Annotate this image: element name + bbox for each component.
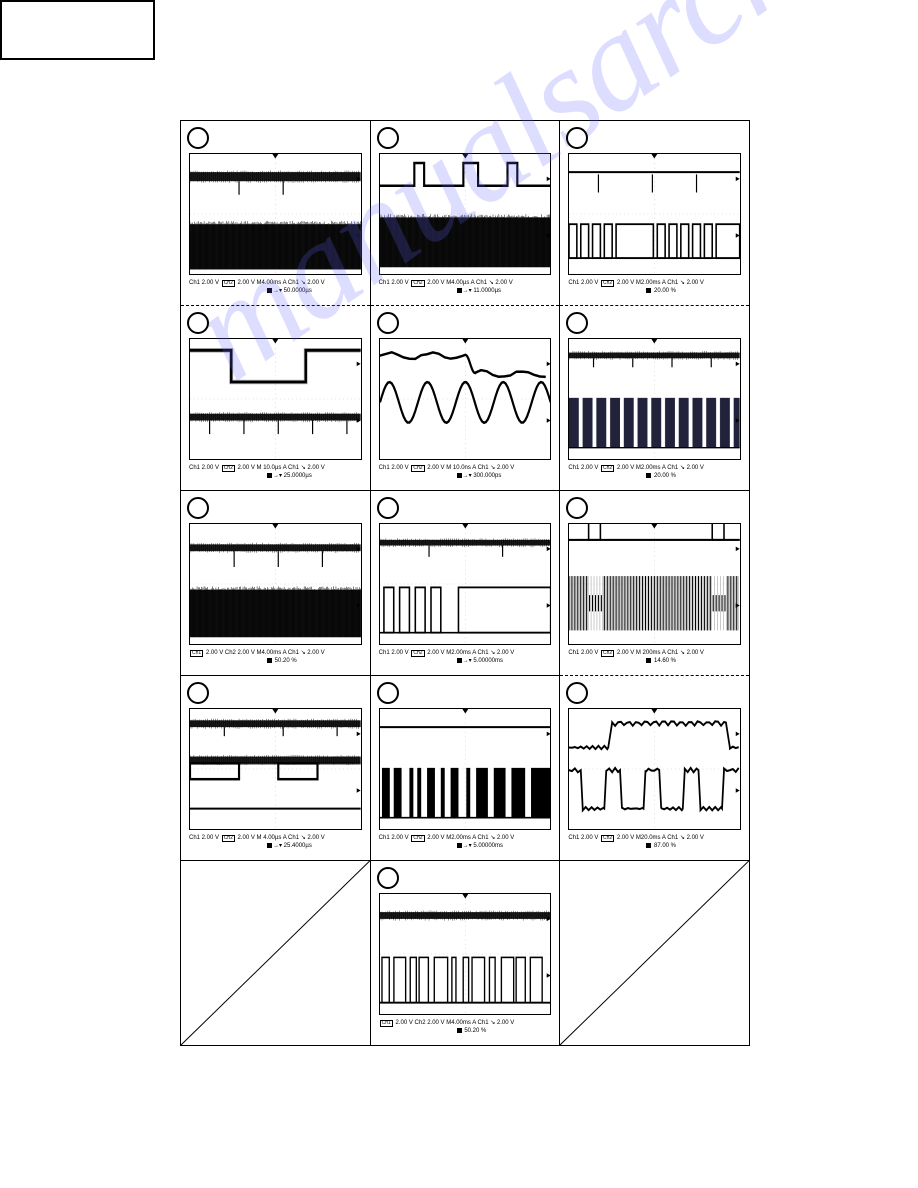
grid-cell-1-2: Ch1 2.00 V Ch2 2.00 V M2.00ms A Ch1 ↘ 2.… [560,306,750,491]
waveform [190,154,361,274]
scope-8 [379,523,552,645]
page-header-tab [0,0,155,60]
scope-13 [379,893,552,1015]
waveform [380,894,551,1014]
waveform [380,709,551,829]
waveform [380,339,551,459]
panel-marker-12 [566,682,588,704]
panel-marker-13 [377,867,399,889]
scope-10 [189,708,362,830]
panel-marker-5 [377,312,399,334]
scope-screen-12 [568,708,741,830]
scope-readout-6: Ch1 2.00 V Ch2 2.00 V M2.00ms A Ch1 ↘ 2.… [568,464,741,486]
scope-screen-13 [379,893,552,1015]
scope-3 [568,153,741,275]
scope-screen-3 [568,153,741,275]
panel-marker-9 [566,497,588,519]
scope-readout-11: Ch1 2.00 V Ch2 2.00 V M2.00ms A Ch1 ↘ 2.… [379,834,552,856]
scope-readout-3: Ch1 2.00 V Ch2 2.00 V M2.00ms A Ch1 ↘ 2.… [568,279,741,301]
grid-cell-0-2: Ch1 2.00 V Ch2 2.00 V M2.00ms A Ch1 ↘ 2.… [560,121,750,306]
waveform [569,709,740,829]
scope-grid: Ch1 2.00 V Ch2 2.00 V M4.00ms A Ch1 ↘ 2.… [180,120,750,1046]
scope-screen-9 [568,523,741,645]
scope-readout-2: Ch1 2.00 V Ch2 2.00 V M4.00µs A Ch1 ↘ 2.… [379,279,552,301]
waveform [380,524,551,644]
panel-marker-8 [377,497,399,519]
grid-cell-2-0: Ch1 2.00 V Ch2 2.00 V M4.00ms A Ch1 ↘ 2.… [181,491,371,676]
panel-marker-1 [187,127,209,149]
panel-marker-4 [187,312,209,334]
scope-readout-7: Ch1 2.00 V Ch2 2.00 V M4.00ms A Ch1 ↘ 2.… [189,649,362,671]
scope-4 [189,338,362,460]
scope-9 [568,523,741,645]
scope-screen-4 [189,338,362,460]
grid-cell-1-1: Ch1 2.00 V Ch2 2.00 V M 10.0ns A Ch1 ↘ 2… [370,306,560,491]
waveform [190,339,361,459]
scope-screen-7 [189,523,362,645]
waveform [569,524,740,644]
scope-readout-12: Ch1 2.00 V Ch2 2.00 V M20.0ms A Ch1 ↘ 2.… [568,834,741,856]
scope-7 [189,523,362,645]
scope-screen-2 [379,153,552,275]
grid-cell-0-1: Ch1 2.00 V Ch2 2.00 V M4.00µs A Ch1 ↘ 2.… [370,121,560,306]
grid-cell-4-2 [560,861,750,1046]
grid-cell-4-1: Ch1 2.00 V Ch2 2.00 V M4.00ms A Ch1 ↘ 2.… [370,861,560,1046]
diagonal-line [181,861,370,1045]
scope-readout-1: Ch1 2.00 V Ch2 2.00 V M4.00ms A Ch1 ↘ 2.… [189,279,362,301]
scope-readout-8: Ch1 2.00 V Ch2 2.00 V M2.00ms A Ch1 ↘ 2.… [379,649,552,671]
panel-marker-11 [377,682,399,704]
scope-5 [379,338,552,460]
scope-11 [379,708,552,830]
waveform [569,339,740,459]
grid-cell-2-1: Ch1 2.00 V Ch2 2.00 V M2.00ms A Ch1 ↘ 2.… [370,491,560,676]
waveform [569,154,740,274]
grid-cell-3-1: Ch1 2.00 V Ch2 2.00 V M2.00ms A Ch1 ↘ 2.… [370,676,560,861]
grid-cell-2-2: Ch1 2.00 V Ch2 2.00 V M 200ms A Ch1 ↘ 2.… [560,491,750,676]
scope-readout-9: Ch1 2.00 V Ch2 2.00 V M 200ms A Ch1 ↘ 2.… [568,649,741,671]
waveform [190,524,361,644]
waveform [190,709,361,829]
scope-12 [568,708,741,830]
scope-readout-4: Ch1 2.00 V Ch2 2.00 V M 10.0µs A Ch1 ↘ 2… [189,464,362,486]
scope-screen-11 [379,708,552,830]
waveform [380,154,551,274]
scope-readout-5: Ch1 2.00 V Ch2 2.00 V M 10.0ns A Ch1 ↘ 2… [379,464,552,486]
panel-marker-2 [377,127,399,149]
scope-screen-6 [568,338,741,460]
scope-1 [189,153,362,275]
scope-screen-5 [379,338,552,460]
grid-cell-4-0 [181,861,371,1046]
grid-cell-3-0: Ch1 2.00 V Ch2 2.00 V M 4.00µs A Ch1 ↘ 2… [181,676,371,861]
scope-screen-10 [189,708,362,830]
scope-readout-13: Ch1 2.00 V Ch2 2.00 V M4.00ms A Ch1 ↘ 2.… [379,1019,552,1041]
panel-marker-3 [566,127,588,149]
grid-cell-0-0: Ch1 2.00 V Ch2 2.00 V M4.00ms A Ch1 ↘ 2.… [181,121,371,306]
grid-cell-1-0: Ch1 2.00 V Ch2 2.00 V M 10.0µs A Ch1 ↘ 2… [181,306,371,491]
scope-readout-10: Ch1 2.00 V Ch2 2.00 V M 4.00µs A Ch1 ↘ 2… [189,834,362,856]
scope-6 [568,338,741,460]
grid-cell-3-2: Ch1 2.00 V Ch2 2.00 V M20.0ms A Ch1 ↘ 2.… [560,676,750,861]
diagonal-line [560,861,749,1045]
panel-marker-6 [566,312,588,334]
scope-screen-1 [189,153,362,275]
panel-marker-10 [187,682,209,704]
scope-2 [379,153,552,275]
scope-screen-8 [379,523,552,645]
panel-marker-7 [187,497,209,519]
